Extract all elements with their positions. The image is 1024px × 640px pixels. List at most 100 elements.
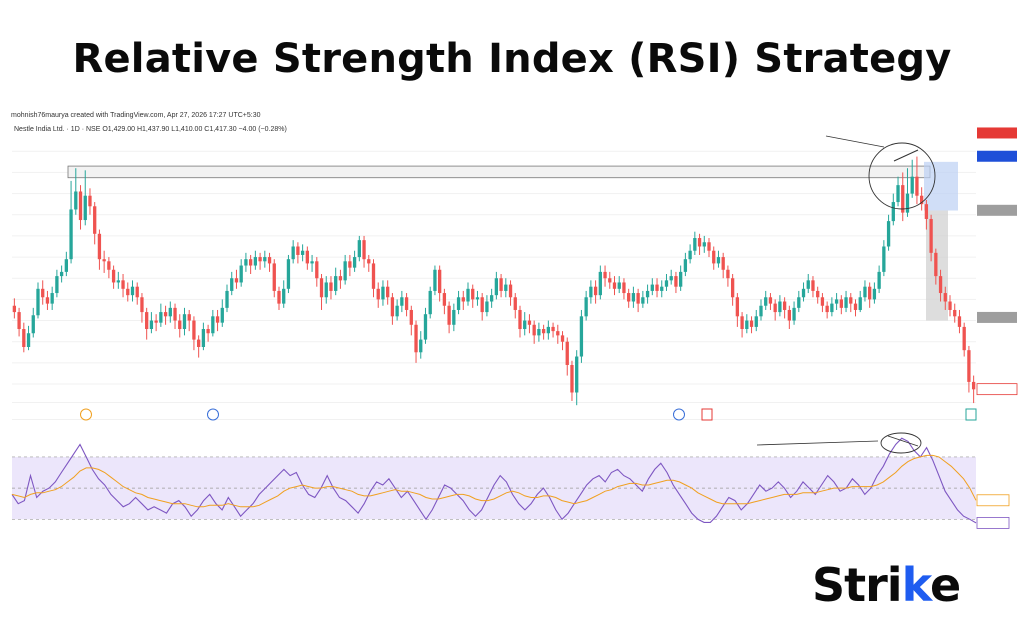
candle bbox=[570, 360, 574, 401]
candle bbox=[830, 297, 834, 317]
candle bbox=[541, 324, 546, 340]
candle bbox=[244, 252, 248, 272]
candle-body bbox=[707, 242, 711, 251]
candle bbox=[660, 280, 664, 298]
candle-body bbox=[608, 278, 612, 283]
candle-body bbox=[773, 303, 777, 313]
candle bbox=[59, 265, 64, 283]
candle bbox=[182, 307, 187, 336]
rsi-panel bbox=[11, 437, 1010, 529]
event-marker bbox=[701, 408, 713, 421]
candle-body bbox=[395, 305, 399, 317]
candle bbox=[471, 284, 475, 308]
candle-body bbox=[456, 297, 461, 310]
candle bbox=[593, 280, 598, 304]
candle-body bbox=[480, 297, 484, 313]
supply-zone bbox=[67, 161, 958, 321]
candle-body bbox=[806, 280, 810, 289]
candle-body bbox=[305, 250, 309, 264]
candle-body bbox=[589, 286, 593, 298]
candle-body bbox=[244, 259, 248, 266]
candle-body bbox=[69, 209, 73, 260]
candle bbox=[674, 271, 678, 294]
candle-body bbox=[315, 261, 319, 279]
event-marker bbox=[207, 408, 219, 421]
candle-body bbox=[759, 305, 763, 317]
candle-body bbox=[220, 307, 224, 323]
candle-body bbox=[362, 240, 366, 260]
candle bbox=[693, 231, 697, 255]
candle-body bbox=[371, 263, 376, 289]
candle bbox=[636, 288, 640, 313]
candle-body bbox=[541, 329, 546, 334]
candle bbox=[461, 290, 465, 310]
candle-body bbox=[187, 314, 191, 321]
divergence-line bbox=[887, 435, 919, 447]
candle-body bbox=[754, 316, 758, 327]
candle bbox=[423, 307, 428, 344]
candle-body bbox=[93, 206, 97, 234]
candle bbox=[584, 290, 588, 321]
candle-body bbox=[679, 271, 683, 287]
annotation-arrow bbox=[756, 440, 879, 446]
candle bbox=[877, 265, 881, 294]
candle bbox=[943, 286, 947, 310]
candle-body bbox=[168, 307, 172, 317]
candle-body bbox=[834, 299, 839, 304]
candle-body bbox=[173, 307, 177, 321]
event-badge bbox=[80, 408, 92, 421]
candle bbox=[17, 307, 21, 337]
candle-body bbox=[267, 257, 272, 264]
candle bbox=[178, 314, 182, 338]
candle-body bbox=[712, 250, 716, 264]
candle bbox=[910, 159, 914, 198]
candle bbox=[367, 254, 371, 272]
candle-body bbox=[645, 290, 650, 298]
candle bbox=[655, 278, 659, 298]
candle-body bbox=[816, 290, 820, 298]
candle-body bbox=[929, 218, 933, 253]
candle bbox=[697, 233, 702, 255]
candle-body bbox=[97, 233, 102, 260]
candle bbox=[220, 299, 224, 327]
candle bbox=[622, 278, 626, 300]
candle-body bbox=[523, 320, 527, 330]
candle bbox=[494, 271, 499, 300]
candle-body bbox=[296, 246, 300, 255]
candle-body bbox=[489, 295, 494, 302]
candle-body bbox=[201, 329, 206, 347]
candle-body bbox=[135, 286, 139, 298]
candle-body bbox=[910, 176, 914, 194]
candle bbox=[518, 305, 522, 338]
candle-body bbox=[282, 288, 286, 304]
candle bbox=[608, 271, 612, 289]
candle bbox=[551, 322, 555, 338]
candle-body bbox=[749, 320, 754, 327]
candle bbox=[679, 265, 683, 291]
candle bbox=[579, 309, 584, 363]
candle bbox=[64, 251, 68, 277]
candle-body bbox=[50, 293, 54, 304]
candle bbox=[12, 298, 17, 319]
candle-body bbox=[560, 335, 565, 342]
candle bbox=[934, 248, 938, 285]
candle bbox=[192, 316, 196, 351]
candle bbox=[348, 254, 352, 277]
candle-body bbox=[868, 286, 872, 300]
candle bbox=[74, 168, 78, 215]
candle bbox=[447, 301, 451, 334]
candle-body bbox=[239, 265, 243, 283]
event-marker bbox=[80, 408, 92, 421]
candle bbox=[215, 309, 220, 332]
candle bbox=[26, 325, 31, 351]
candle-body bbox=[721, 257, 725, 270]
price-label-box bbox=[977, 311, 1017, 323]
candle bbox=[362, 235, 366, 268]
candle bbox=[442, 288, 447, 315]
candle-body bbox=[971, 381, 976, 390]
candle-body bbox=[485, 301, 489, 313]
candle-body bbox=[334, 276, 338, 291]
candle-body bbox=[253, 257, 258, 266]
candle-body bbox=[688, 250, 692, 260]
candle bbox=[352, 250, 357, 272]
